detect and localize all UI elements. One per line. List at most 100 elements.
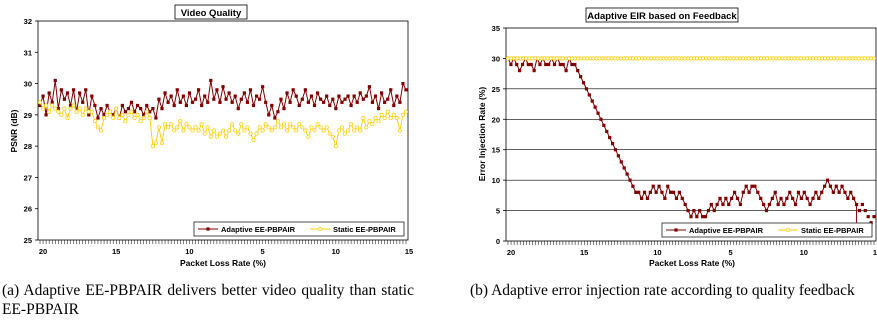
data-point [172, 128, 177, 133]
data-point [785, 196, 789, 200]
legend-box [193, 221, 405, 237]
data-point [83, 106, 88, 111]
data-point [175, 88, 179, 92]
legend: Adaptive EE-PBPAIR Static EE-PBPAIR [661, 222, 873, 238]
y-tick-label: 10 [492, 176, 500, 185]
data-point [808, 202, 812, 207]
data-point [65, 115, 70, 121]
data-point [248, 88, 253, 92]
data-point [196, 128, 201, 133]
data-point [561, 62, 565, 67]
data-point [692, 208, 696, 213]
data-point [108, 109, 113, 114]
data-point [837, 190, 841, 194]
data-point [93, 103, 97, 108]
x-tick-label: 20 [39, 247, 47, 256]
data-point [84, 88, 88, 92]
data-point [791, 196, 795, 200]
data-point [376, 119, 381, 124]
data-point [197, 88, 201, 92]
data-point [322, 100, 326, 104]
data-point [111, 113, 115, 117]
data-point [382, 115, 387, 121]
data-point [532, 69, 536, 73]
data-point [854, 202, 859, 207]
data-point [300, 125, 305, 130]
data-point [779, 196, 783, 200]
data-point [799, 196, 803, 200]
data-point [579, 75, 583, 79]
y-tick-label: 25 [492, 85, 500, 94]
y-tick-label: 27 [24, 173, 32, 182]
data-point [526, 62, 530, 67]
data-point [251, 137, 256, 142]
title-box [174, 4, 248, 20]
data-point [139, 107, 143, 111]
data-point [547, 62, 551, 67]
data-point [361, 97, 365, 101]
data-point [340, 100, 344, 104]
data-point [820, 190, 824, 194]
data-point [300, 97, 304, 101]
data-point [343, 97, 347, 101]
data-point [218, 100, 222, 104]
data-point [74, 109, 79, 114]
x-tick-label: 15 [873, 248, 877, 257]
data-point [312, 103, 317, 108]
data-point [669, 190, 673, 194]
data-point [634, 190, 638, 194]
data-point [105, 112, 110, 117]
data-point [605, 129, 609, 134]
y-tick-label: 25 [24, 236, 32, 245]
data-point [552, 62, 557, 67]
data-point [400, 112, 406, 117]
data-point [364, 125, 369, 130]
data-point [529, 62, 533, 67]
data-point [214, 134, 219, 139]
data-point [245, 125, 250, 130]
data-point [233, 94, 237, 98]
data-point [245, 100, 249, 104]
data-point [87, 113, 91, 117]
data-point [166, 125, 171, 130]
title-box [585, 7, 739, 23]
data-point [584, 87, 589, 91]
data-point [144, 109, 149, 114]
data-point [680, 196, 684, 200]
data-point [631, 184, 635, 188]
legend-box [661, 222, 873, 238]
data-point [306, 100, 310, 104]
adaptive-eir-chart: Adaptive EIR based on Feedback 0 5 10 15 20 2… [477, 7, 877, 268]
data-point [132, 110, 137, 114]
data-point [297, 122, 302, 127]
data-point [814, 190, 818, 194]
data-point [236, 131, 241, 136]
x-axis-label: Packet Loss Rate (%) [180, 258, 266, 268]
x-axis-label: Packet Loss Rate (%) [649, 258, 735, 268]
data-point [718, 196, 722, 200]
data-point [80, 112, 85, 117]
data-point [773, 190, 777, 194]
data-point [272, 125, 277, 130]
data-point [741, 190, 745, 194]
data-point [403, 109, 409, 114]
data-point [227, 91, 231, 95]
data-point [564, 69, 568, 73]
data-point [68, 106, 73, 111]
legend-label: Adaptive EE-PBPAIR [689, 226, 764, 235]
data-point [71, 88, 76, 92]
data-point [62, 97, 66, 101]
data-point [263, 122, 268, 127]
data-point [802, 190, 806, 194]
data-point [275, 119, 280, 124]
data-point [260, 128, 265, 133]
data-point [56, 107, 60, 111]
data-point [345, 128, 351, 133]
y-tick-label: 15 [492, 146, 500, 155]
data-point [866, 215, 870, 219]
data-point [59, 112, 64, 117]
data-point [663, 196, 667, 200]
data-point [175, 125, 180, 130]
data-point [306, 134, 311, 139]
data-point [315, 122, 320, 127]
